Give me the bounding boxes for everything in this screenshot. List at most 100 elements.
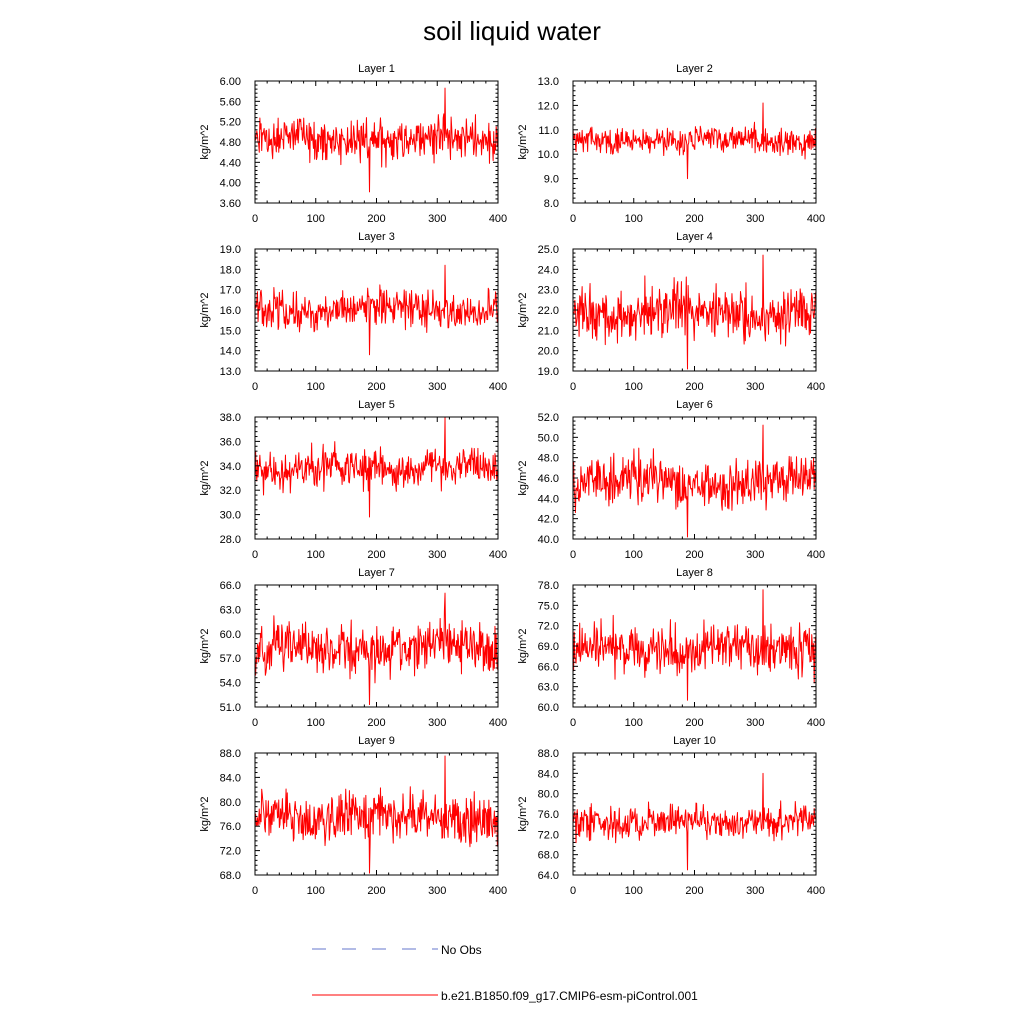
y-tick-label: 14.0 [220, 346, 241, 358]
y-tick-label: 72.0 [538, 621, 559, 633]
legend-label-no-obs: No Obs [441, 943, 482, 957]
y-tick-label: 84.0 [538, 768, 559, 780]
y-tick-label: 46.0 [538, 473, 559, 485]
x-tick-label: 200 [685, 717, 703, 729]
panel-title: Layer 8 [676, 567, 713, 579]
x-tick-label: 200 [367, 213, 385, 225]
x-tick-label: 400 [489, 213, 507, 225]
x-tick-label: 300 [746, 549, 764, 561]
panel-title: Layer 1 [358, 63, 395, 75]
series-line [572, 772, 817, 871]
plot-frame [254, 416, 499, 540]
y-tick-label: 54.0 [220, 678, 241, 690]
x-tick-label: 100 [625, 213, 643, 225]
series-line [254, 755, 499, 874]
y-tick-label: 69.0 [538, 641, 559, 653]
y-axis-label: kg/m^2 [199, 460, 211, 495]
y-axis-label: kg/m^2 [199, 796, 211, 831]
plot-frame [572, 248, 817, 372]
y-tick-label: 18.0 [220, 264, 241, 276]
y-tick-label: 66.0 [538, 661, 559, 673]
y-tick-label: 24.0 [538, 264, 559, 276]
y-tick-label: 63.0 [538, 682, 559, 694]
y-tick-label: 5.20 [220, 117, 241, 129]
y-axis-label: kg/m^2 [517, 796, 529, 831]
y-tick-label: 60.0 [538, 702, 559, 714]
series-line [254, 87, 499, 193]
panel-6: Layer 6 kg/m^2 0 100 200 300 400 40.0 42.0 44.0 46… [517, 399, 825, 561]
x-tick-label: 0 [570, 549, 576, 561]
y-tick-label: 64.0 [538, 870, 559, 882]
x-tick-label: 300 [746, 381, 764, 393]
legend-label-model: b.e21.B1850.f09_g17.CMIP6-esm-piControl.… [441, 989, 698, 1003]
x-tick-label: 200 [685, 549, 703, 561]
x-tick-label: 100 [307, 549, 325, 561]
y-tick-label: 52.0 [538, 412, 559, 424]
y-tick-label: 68.0 [220, 870, 241, 882]
panel-title: Layer 6 [676, 399, 713, 411]
y-tick-label: 22.0 [538, 305, 559, 317]
y-tick-label: 4.80 [220, 137, 241, 149]
series-line [572, 102, 817, 180]
y-tick-label: 63.0 [220, 604, 241, 616]
x-tick-label: 100 [307, 717, 325, 729]
x-tick-label: 400 [489, 885, 507, 897]
y-tick-label: 44.0 [538, 493, 559, 505]
y-tick-label: 42.0 [538, 514, 559, 526]
x-tick-label: 0 [252, 213, 258, 225]
panel-title: Layer 3 [358, 231, 395, 243]
legend: No Obs b.e21.B1850.f09_g17.CMIP6-esm-piC… [312, 943, 698, 1003]
y-tick-label: 38.0 [220, 412, 241, 424]
panel-2: Layer 2 kg/m^2 0 100 200 300 400 8.0 9.0 10.0 11.0… [517, 63, 825, 225]
y-tick-label: 66.0 [220, 580, 241, 592]
y-tick-label: 51.0 [220, 702, 241, 714]
x-tick-label: 100 [307, 213, 325, 225]
x-tick-label: 400 [807, 717, 825, 729]
y-tick-label: 48.0 [538, 453, 559, 465]
panel-7: Layer 7 kg/m^2 0 100 200 300 400 51.0 54.0 57.0 60… [199, 567, 507, 729]
panel-4: Layer 4 kg/m^2 0 100 200 300 400 19.0 20.0 21.0 22… [517, 231, 825, 393]
x-tick-label: 400 [489, 549, 507, 561]
y-tick-label: 28.0 [220, 534, 241, 546]
y-tick-label: 80.0 [538, 789, 559, 801]
x-tick-label: 400 [807, 381, 825, 393]
y-tick-label: 17.0 [220, 285, 241, 297]
panel-title: Layer 5 [358, 399, 395, 411]
x-tick-label: 100 [307, 885, 325, 897]
y-axis-label: kg/m^2 [517, 292, 529, 327]
y-tick-label: 76.0 [538, 809, 559, 821]
series-line [254, 592, 499, 706]
y-tick-label: 50.0 [538, 432, 559, 444]
y-tick-label: 36.0 [220, 436, 241, 448]
panel-9: Layer 9 kg/m^2 0 100 200 300 400 68.0 72.0 76.0 80… [199, 735, 507, 897]
y-tick-label: 16.0 [220, 305, 241, 317]
plot-frame [254, 752, 499, 876]
y-tick-label: 11.0 [538, 125, 559, 137]
x-tick-label: 100 [625, 381, 643, 393]
x-tick-label: 200 [685, 213, 703, 225]
x-tick-label: 300 [428, 717, 446, 729]
x-tick-label: 0 [570, 381, 576, 393]
x-tick-label: 400 [807, 885, 825, 897]
y-tick-label: 8.0 [544, 198, 559, 210]
y-tick-label: 88.0 [220, 748, 241, 760]
x-tick-label: 0 [570, 885, 576, 897]
series-line [572, 424, 817, 538]
series-line [254, 264, 499, 356]
y-tick-label: 25.0 [538, 244, 559, 256]
y-tick-label: 13.0 [538, 76, 559, 88]
panel-1: Layer 1 kg/m^2 0 100 200 300 400 3.60 4.00 4.40 4.… [199, 63, 507, 225]
x-tick-label: 400 [807, 213, 825, 225]
y-axis-label: kg/m^2 [517, 124, 529, 159]
panels-group: Layer 1 kg/m^2 0 100 200 300 400 3.60 4.00 4.40 4.… [199, 63, 825, 897]
panel-title: Layer 9 [358, 735, 395, 747]
series-line [572, 589, 817, 701]
y-tick-label: 32.0 [220, 485, 241, 497]
x-tick-label: 0 [570, 213, 576, 225]
y-axis-label: kg/m^2 [199, 628, 211, 663]
y-tick-label: 60.0 [220, 629, 241, 641]
x-tick-label: 300 [746, 717, 764, 729]
panel-5: Layer 5 kg/m^2 0 100 200 300 400 28.0 30.0 32.0 34… [199, 399, 507, 561]
